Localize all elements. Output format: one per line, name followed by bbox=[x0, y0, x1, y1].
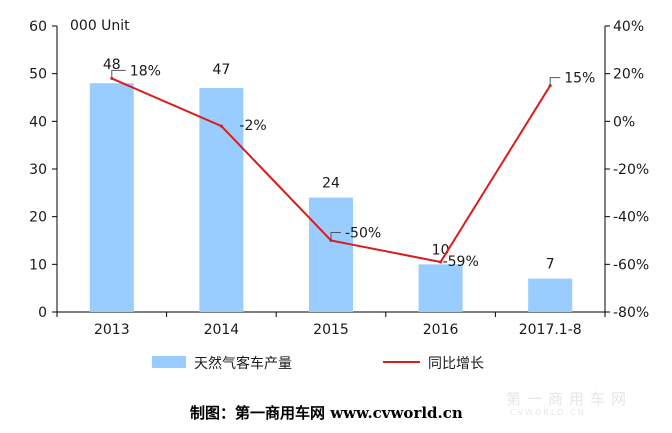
line-value-label: 18% bbox=[130, 63, 161, 79]
bar-value-label: 24 bbox=[322, 176, 340, 192]
source-caption: 制图：第一商用车网 www.cvworld.cn bbox=[190, 404, 463, 422]
x-tick-label: 2016 bbox=[423, 322, 459, 338]
left-tick-label: 20 bbox=[29, 210, 47, 226]
left-tick-label: 10 bbox=[29, 257, 47, 273]
right-tick-label: -80% bbox=[613, 305, 649, 321]
right-tick-label: -20% bbox=[613, 162, 649, 178]
bar bbox=[418, 264, 463, 312]
bar-value-label: 7 bbox=[546, 257, 555, 273]
watermark-text: 第一商用车网 bbox=[506, 390, 632, 408]
line-value-label: -50% bbox=[345, 226, 381, 242]
line-point bbox=[219, 124, 223, 128]
chart-axes: 0 10 20 30 40 50 60 -80% -60% -40% -20% 0% 20% 40% 201… bbox=[29, 19, 649, 338]
right-tick-label: 20% bbox=[613, 67, 644, 83]
right-tick-label: -40% bbox=[613, 210, 649, 226]
bar bbox=[199, 87, 244, 312]
right-tick-label: 0% bbox=[613, 114, 635, 130]
bar bbox=[309, 197, 353, 312]
x-tick-label: 2017.1-8 bbox=[519, 322, 582, 338]
unit-label: 000 Unit bbox=[70, 18, 130, 34]
line-value-label: -59% bbox=[443, 254, 479, 270]
legend-line-label: 同比增长 bbox=[428, 356, 484, 372]
bar-value-label: 48 bbox=[103, 57, 121, 73]
legend-bar-label: 天然气客车产量 bbox=[194, 355, 292, 372]
x-tick-label: 2015 bbox=[313, 322, 349, 338]
bar bbox=[89, 83, 134, 312]
x-tick-label: 2014 bbox=[204, 322, 240, 338]
label-leader-line bbox=[111, 69, 126, 79]
legend-bar-swatch bbox=[152, 356, 186, 368]
right-tick-label: -60% bbox=[613, 257, 649, 273]
line-value-label: -2% bbox=[239, 118, 266, 134]
watermark-subtext: CVWORLD.CN bbox=[510, 408, 586, 417]
x-tick-label: 2013 bbox=[94, 322, 130, 338]
line-data-labels: 18% -2% -50% -59% 15% bbox=[111, 63, 595, 270]
line-value-label: 15% bbox=[564, 71, 595, 87]
left-tick-label: 30 bbox=[29, 162, 47, 178]
left-tick-label: 60 bbox=[29, 19, 47, 35]
right-tick-label: 40% bbox=[613, 19, 644, 35]
left-tick-label: 50 bbox=[29, 67, 47, 83]
left-tick-label: 0 bbox=[38, 305, 47, 321]
bar bbox=[528, 278, 573, 312]
bar-value-label: 47 bbox=[212, 62, 230, 78]
left-tick-label: 40 bbox=[29, 114, 47, 130]
line-point bbox=[439, 260, 443, 264]
legend: 天然气客车产量 同比增长 bbox=[152, 355, 484, 372]
label-leader-line bbox=[549, 77, 561, 86]
label-leader-line bbox=[330, 232, 341, 241]
bar-series bbox=[89, 83, 573, 312]
